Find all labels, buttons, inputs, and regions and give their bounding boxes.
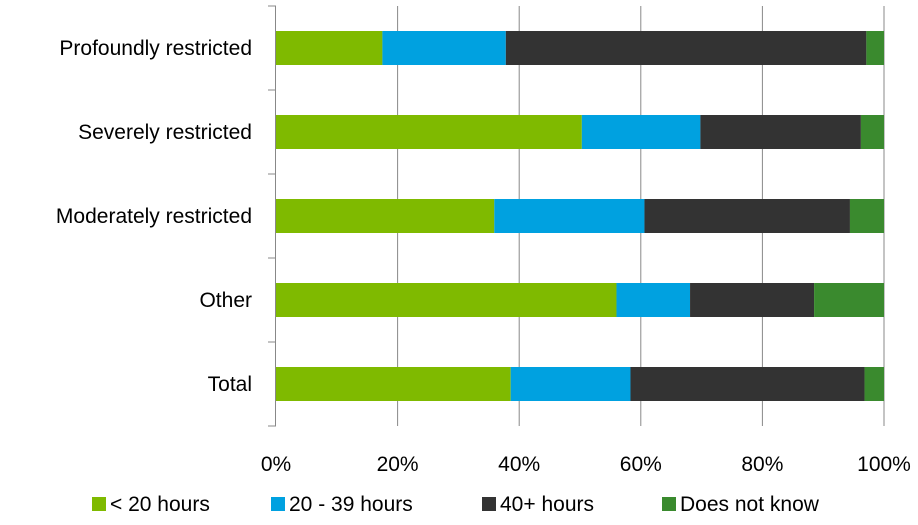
- category-label: Severely restricted: [78, 121, 252, 144]
- legend-label: 40+ hours: [500, 493, 594, 516]
- bar-total-20-39-hours: [510, 367, 631, 401]
- category-axis: [268, 5, 276, 427]
- bar-total-40-hours: [630, 367, 865, 401]
- legend-swatch-20-39-hours: [271, 497, 285, 511]
- bar-other-20-hours: [276, 283, 617, 317]
- category-label: Moderately restricted: [56, 205, 252, 228]
- category-label: Profoundly restricted: [59, 37, 252, 60]
- bars: [276, 31, 884, 401]
- x-tick-label: 40%: [498, 453, 540, 476]
- legend-swatch-does-not-know: [662, 497, 676, 511]
- legend-label: Does not know: [680, 493, 820, 516]
- bar-profoundly-restricted-20-39-hours: [382, 31, 506, 65]
- bar-total-20-hours: [276, 367, 511, 401]
- legend-swatch-40-hours: [482, 497, 496, 511]
- bar-total-does-not-know: [864, 367, 884, 401]
- category-label: Total: [208, 373, 252, 396]
- legend-swatch-20-hours: [92, 497, 106, 511]
- bar-other-does-not-know: [814, 283, 884, 317]
- bar-severely-restricted-20-39-hours: [581, 115, 701, 149]
- category-label: Other: [199, 289, 252, 312]
- bar-other-20-39-hours: [616, 283, 691, 317]
- bar-profoundly-restricted-20-hours: [276, 31, 383, 65]
- bar-moderately-restricted-40-hours: [644, 199, 850, 233]
- bar-profoundly-restricted-40-hours: [505, 31, 867, 65]
- bar-severely-restricted-does-not-know: [860, 115, 884, 149]
- bar-moderately-restricted-20-hours: [276, 199, 495, 233]
- bar-other-40-hours: [690, 283, 815, 317]
- legend-label: 20 - 39 hours: [289, 493, 413, 516]
- x-tick-label: 60%: [620, 453, 662, 476]
- bar-moderately-restricted-20-39-hours: [494, 199, 645, 233]
- x-tick-label: 20%: [377, 453, 419, 476]
- bar-severely-restricted-40-hours: [700, 115, 861, 149]
- bar-profoundly-restricted-does-not-know: [866, 31, 884, 65]
- bar-moderately-restricted-does-not-know: [849, 199, 884, 233]
- x-tick-labels: 0% 20% 40% 60% 80% 100%: [261, 453, 911, 476]
- x-tick-label: 80%: [741, 453, 783, 476]
- x-tick-label: 100%: [857, 453, 911, 476]
- category-labels: Profoundly restricted Severely restricted…: [56, 37, 252, 396]
- bar-severely-restricted-20-hours: [276, 115, 582, 149]
- x-tick-label: 0%: [261, 453, 291, 476]
- legend: < 20 hours 20 - 39 hours 40+ hours Does not…: [92, 493, 820, 516]
- legend-label: < 20 hours: [110, 493, 210, 516]
